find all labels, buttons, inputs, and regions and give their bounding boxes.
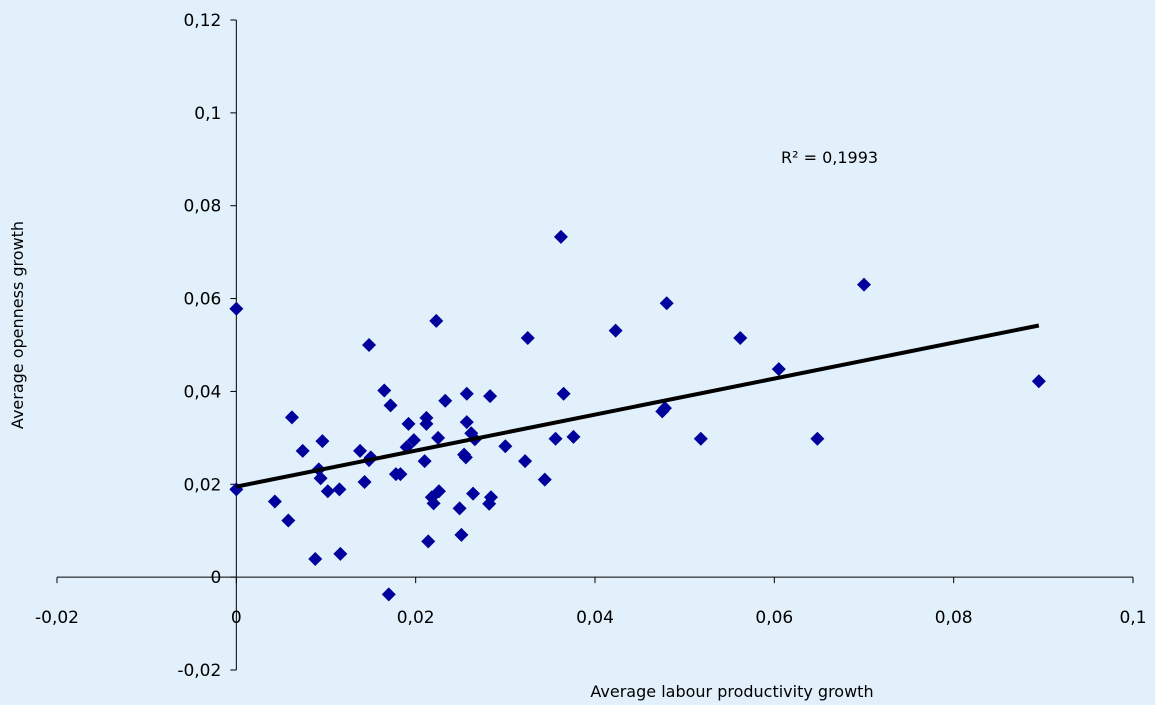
- data-point: [431, 484, 446, 499]
- y-axis: -0,02 0 0,02 0,04 0,06 0,08 0,1 0,12: [177, 11, 237, 681]
- data-point: [281, 513, 296, 528]
- y-ticks: -0,02 0 0,02 0,04 0,06 0,08 0,1 0,12: [177, 11, 237, 681]
- y-tick-label: 0,06: [183, 290, 221, 310]
- data-point: [483, 389, 498, 404]
- data-point: [377, 383, 392, 398]
- data-point: [693, 431, 708, 446]
- data-point: [333, 546, 348, 561]
- data-point: [393, 467, 408, 482]
- data-point: [518, 454, 533, 469]
- data-point: [771, 362, 786, 377]
- data-point: [520, 331, 535, 346]
- x-axis: -0,02 0 0,02 0,04 0,06 0,08 0,1: [35, 576, 1147, 628]
- y-axis-title: Average openness growth: [8, 221, 27, 429]
- data-point: [320, 484, 335, 499]
- x-tick-label: 0: [231, 608, 242, 628]
- x-tick-label: 0,06: [755, 608, 793, 628]
- data-point: [1031, 374, 1046, 389]
- y-tick-label: 0,08: [183, 197, 221, 217]
- data-point: [315, 434, 330, 449]
- data-point: [417, 454, 432, 469]
- data-point: [313, 471, 328, 486]
- y-tick-label: -0,02: [177, 661, 221, 681]
- x-axis-title: Average labour productivity growth: [590, 682, 873, 701]
- data-point: [659, 296, 674, 311]
- data-point: [431, 430, 446, 445]
- data-point: [357, 474, 372, 489]
- data-point: [381, 587, 396, 602]
- data-point: [426, 496, 441, 511]
- data-point: [438, 393, 453, 408]
- data-point: [498, 439, 513, 454]
- data-point: [284, 410, 299, 425]
- data-point: [406, 433, 421, 448]
- data-point: [566, 429, 581, 444]
- data-point: [483, 490, 498, 505]
- data-point: [401, 416, 416, 431]
- data-point: [452, 501, 467, 516]
- data-point: [295, 443, 310, 458]
- data-point: [459, 386, 474, 401]
- data-point: [466, 486, 481, 501]
- data-point: [267, 494, 282, 509]
- y-tick-label: 0: [211, 568, 222, 588]
- x-tick-label: 0,04: [576, 608, 614, 628]
- x-ticks: -0,02 0 0,02 0,04 0,06 0,08 0,1: [35, 577, 1147, 628]
- data-point: [308, 552, 323, 567]
- data-point: [810, 431, 825, 446]
- data-point: [419, 416, 434, 431]
- data-point: [458, 450, 473, 465]
- data-point: [733, 331, 748, 346]
- x-tick-label: 0,08: [935, 608, 973, 628]
- x-tick-label: -0,02: [35, 608, 79, 628]
- data-point: [459, 415, 474, 430]
- y-tick-label: 0,04: [183, 382, 221, 402]
- data-point: [548, 431, 563, 446]
- y-tick-label: 0,12: [183, 11, 221, 31]
- data-point: [362, 338, 377, 352]
- y-tick-label: 0,02: [183, 475, 221, 495]
- data-point: [537, 472, 552, 487]
- data-point: [553, 229, 568, 244]
- data-point: [353, 443, 368, 458]
- data-point: [332, 482, 347, 497]
- data-point: [608, 323, 623, 338]
- y-tick-label: 0,1: [194, 104, 221, 124]
- data-point: [454, 527, 469, 542]
- data-point: [229, 301, 244, 316]
- data-point: [429, 313, 444, 328]
- r-squared-annotation: R² = 0,1993: [781, 148, 878, 167]
- data-points: [229, 229, 1046, 602]
- x-tick-label: 0,02: [397, 608, 435, 628]
- data-point: [421, 534, 436, 549]
- data-point: [383, 398, 398, 413]
- x-tick-label: 0,1: [1119, 608, 1146, 628]
- data-point: [857, 277, 871, 292]
- data-point: [657, 401, 672, 416]
- trendline: [235, 323, 1040, 489]
- data-point: [556, 386, 571, 401]
